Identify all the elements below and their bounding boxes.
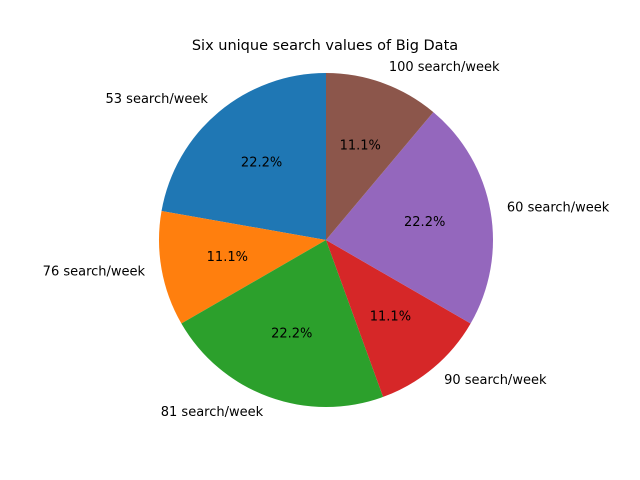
chart-title: Six unique search values of Big Data xyxy=(192,38,458,54)
slice-percent-label: 22.2% xyxy=(404,215,445,230)
slice-label: 53 search/week xyxy=(106,92,209,107)
pie-slice xyxy=(159,211,326,324)
pie-slice xyxy=(326,73,434,240)
slice-label: 100 search/week xyxy=(389,60,500,75)
pie-slice xyxy=(326,112,494,324)
slice-label: 60 search/week xyxy=(507,201,610,216)
pie-slice xyxy=(181,240,384,408)
slice-percent-label: 11.1% xyxy=(370,309,411,324)
pie-wedges xyxy=(159,73,494,408)
pie-slice-labels: 53 search/week 76 search/week 81 search/we… xyxy=(43,60,610,420)
slice-label: 90 search/week xyxy=(444,373,547,388)
pie-percent-labels: 22.2% 11.1% 22.2% 11.1% 22.2% 11.1% xyxy=(207,138,446,341)
slice-percent-label: 22.2% xyxy=(271,327,312,342)
slice-label: 81 search/week xyxy=(161,405,264,420)
slice-percent-label: 11.1% xyxy=(207,250,248,265)
slice-label: 76 search/week xyxy=(43,264,146,279)
slice-percent-label: 22.2% xyxy=(241,156,282,171)
pie-slice xyxy=(161,73,326,240)
pie-slice xyxy=(326,240,471,397)
slice-percent-label: 11.1% xyxy=(340,138,381,153)
